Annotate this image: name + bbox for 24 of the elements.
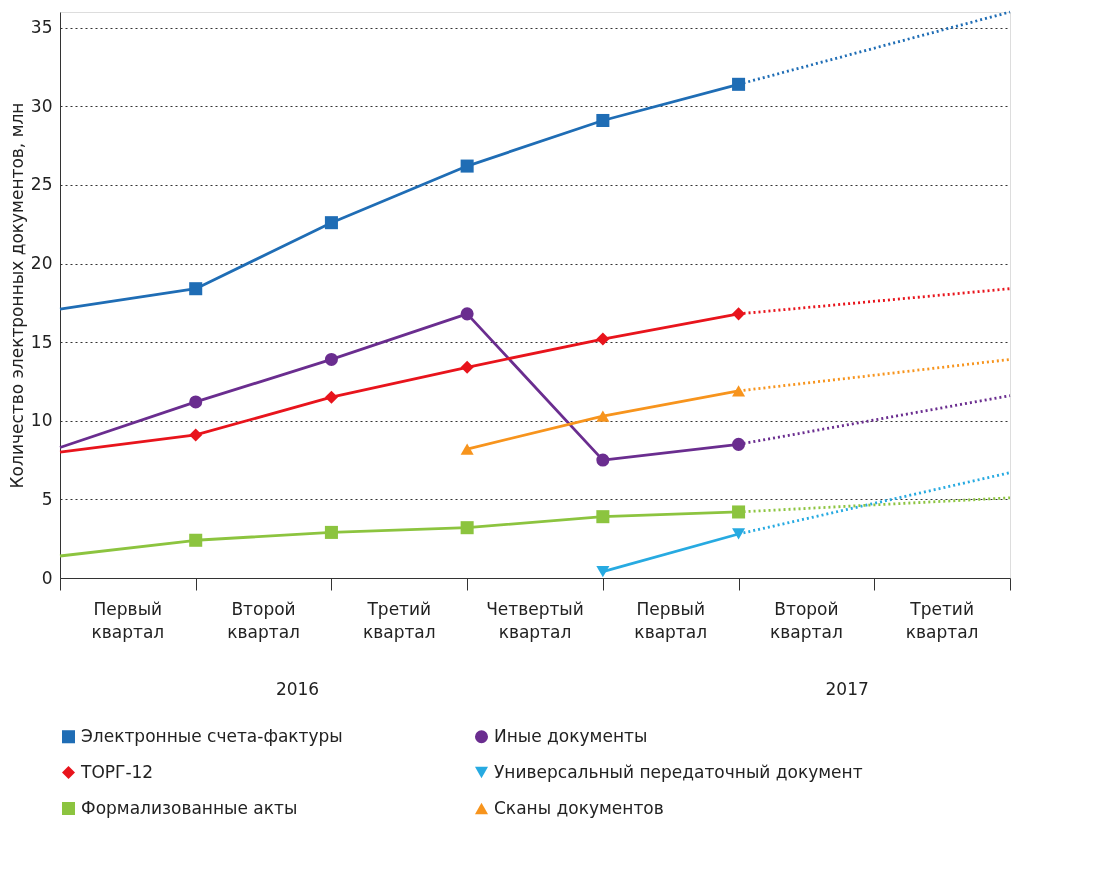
- y-tick-label: 30: [30, 95, 53, 116]
- y-tick-label: 15: [30, 331, 53, 352]
- legend-label: ТОРГ-12: [80, 761, 154, 782]
- text: Первый квартал: [634, 599, 708, 642]
- text: Третий квартал: [362, 599, 436, 642]
- y-axis-title: Количество электронных документов, млн: [6, 102, 27, 489]
- y-tick-label: 25: [30, 174, 53, 195]
- legend-label: Иные документы: [494, 725, 648, 746]
- legend-label: Сканы документов: [494, 797, 664, 818]
- text: Второй квартал: [227, 599, 300, 642]
- text: 2016: [275, 679, 320, 699]
- y-tick-label: 20: [30, 253, 53, 274]
- legend-label: Универсальный передаточный документ: [494, 761, 863, 782]
- y-tick-label: 5: [41, 488, 53, 509]
- y-tick-label: 0: [41, 567, 53, 588]
- text: Первый квартал: [91, 599, 165, 642]
- legend-label: Электронные счета-фактуры: [81, 725, 343, 746]
- y-tick-label: 10: [30, 410, 53, 431]
- legend-label: Формализованные акты: [81, 797, 298, 818]
- text: Четвертый квартал: [486, 599, 584, 642]
- y-tick-label: 35: [30, 17, 53, 38]
- text: Второй квартал: [770, 599, 843, 642]
- text: Третий квартал: [905, 599, 979, 642]
- text: 2017: [825, 679, 869, 699]
